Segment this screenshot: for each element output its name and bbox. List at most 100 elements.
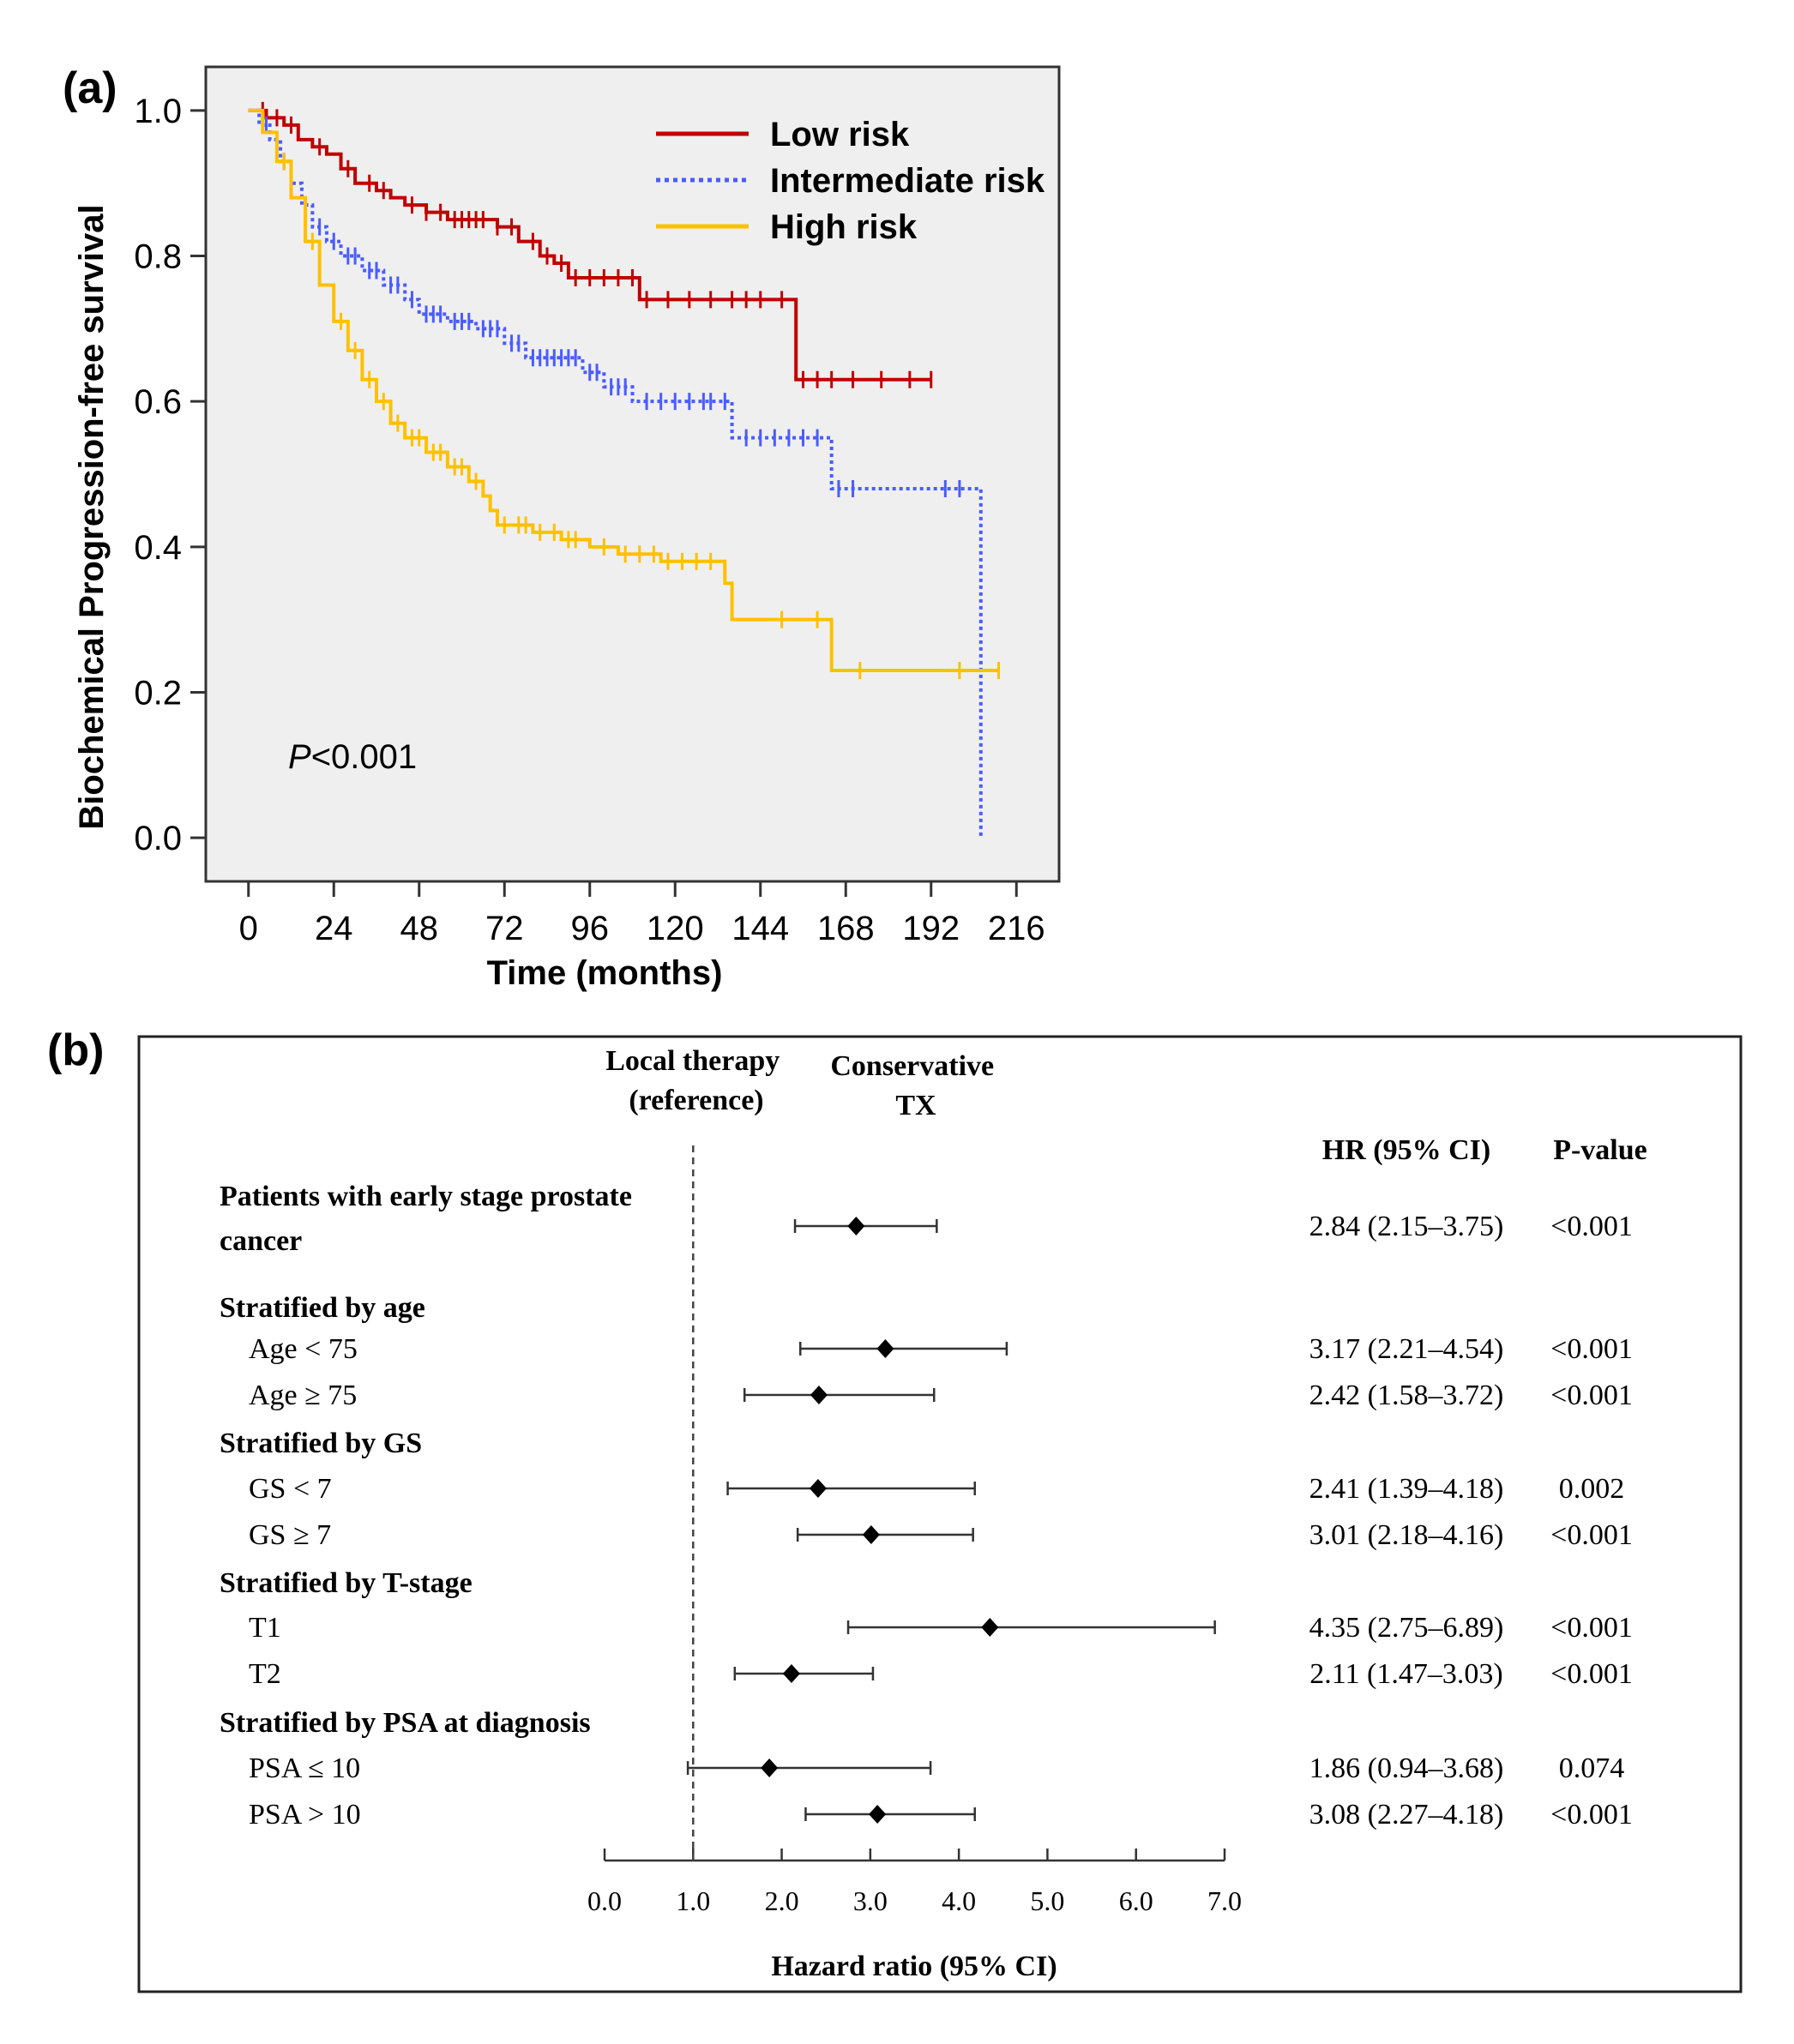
forest-hr-value: 3.01 (2.18–4.16) [1309, 1519, 1504, 1551]
forest-point-estimate [809, 1479, 827, 1498]
km-y-tick-label: 0.6 [134, 383, 182, 421]
forest-hr-value: 4.35 (2.75–6.89) [1309, 1612, 1504, 1644]
forest-row: GS ≥ 7 3.01 (2.18–4.16) <0.001 [249, 1519, 1633, 1551]
forest-hr-value: 2.84 (2.15–3.75) [1309, 1211, 1504, 1242]
forest-row: T2 2.11 (1.47–3.03) <0.001 [249, 1658, 1633, 1690]
km-series-high-risk [248, 108, 1001, 680]
forest-p-value: <0.001 [1550, 1380, 1633, 1411]
km-x-tick-label: 144 [731, 910, 789, 947]
panel-b-label: (b) [47, 1025, 104, 1075]
km-y-axis: 0.0 0.2 0.4 0.6 0.8 1.0 [134, 93, 206, 857]
forest-header-reference: Local therapy (reference) [605, 1045, 787, 1116]
forest-row: PSA ≤ 10 1.86 (0.94–3.68) 0.074 [249, 1752, 1624, 1784]
km-x-tick-label: 192 [902, 910, 960, 947]
forest-row-label: GS ≥ 7 [249, 1519, 331, 1551]
forest-row: GS < 7 2.41 (1.39–4.18) 0.002 [249, 1473, 1624, 1505]
forest-point-estimate [810, 1386, 828, 1404]
forest-tick-label: 5.0 [1030, 1885, 1064, 1916]
forest-group-title: Stratified by PSA at diagnosis [220, 1707, 591, 1739]
km-x-axis: 0 24 48 72 96 120 144 168 192 216 [239, 881, 1045, 947]
km-series-low-risk [248, 101, 933, 388]
forest-row-label: PSA > 10 [249, 1799, 361, 1831]
km-curve-line [248, 108, 983, 839]
km-x-tick-label: 216 [988, 910, 1045, 947]
forest-point-estimate [761, 1758, 779, 1777]
forest-group: Stratified by PSA at diagnosis PSA ≤ 10 1.… [220, 1707, 1633, 1831]
legend-label: Intermediate risk [770, 162, 1045, 200]
forest-tick-label: 6.0 [1119, 1885, 1153, 1916]
forest-group-title: cancer [220, 1225, 302, 1257]
forest-group-title: Stratified by T-stage [220, 1567, 473, 1599]
km-x-tick-label: 48 [400, 910, 439, 947]
forest-row: 2.84 (2.15–3.75) <0.001 [793, 1211, 1633, 1242]
forest-point-estimate [981, 1618, 999, 1637]
forest-group: Patients with early stage prostate cancer… [220, 1181, 1633, 1257]
km-y-tick-label: 1.0 [134, 93, 182, 130]
forest-x-axis-label: Hazard ratio (95% CI) [771, 1951, 1057, 1982]
legend-label: High risk [770, 208, 918, 246]
forest-p-value: <0.001 [1550, 1211, 1633, 1242]
km-x-tick-label: 72 [485, 910, 524, 947]
forest-tick-label: 4.0 [942, 1885, 976, 1916]
forest-group-title: Patients with early stage prostate [220, 1181, 632, 1212]
km-y-tick-label: 0.4 [134, 529, 182, 567]
forest-point-estimate [847, 1217, 865, 1235]
forest-p-value: <0.001 [1550, 1799, 1633, 1831]
km-y-tick-label: 0.0 [134, 820, 182, 857]
forest-header-conservative: Conservative TX [830, 1050, 1001, 1121]
km-x-tick-label: 0 [239, 910, 258, 947]
km-series-intermediate-risk [248, 108, 983, 839]
km-legend: Low risk Intermediate risk High risk [656, 116, 1045, 246]
forest-p-value: <0.001 [1550, 1612, 1633, 1644]
forest-point-estimate [869, 1805, 887, 1824]
forest-hr-value: 3.08 (2.27–4.18) [1309, 1799, 1504, 1831]
km-x-tick-label: 96 [571, 910, 610, 947]
forest-row-label: T1 [249, 1612, 281, 1644]
forest-point-estimate [862, 1525, 880, 1544]
forest-row-label: Age ≥ 75 [249, 1380, 357, 1411]
forest-point-estimate [782, 1664, 800, 1683]
forest-hr-value: 3.17 (2.21–4.54) [1309, 1333, 1504, 1365]
km-y-tick-label: 0.8 [134, 238, 182, 276]
forest-p-value: 0.002 [1559, 1473, 1625, 1505]
forest-p-value: 0.074 [1559, 1752, 1625, 1784]
forest-hr-value: 2.41 (1.39–4.18) [1309, 1473, 1504, 1505]
forest-row-label: PSA ≤ 10 [249, 1752, 360, 1784]
forest-col-hr-header: HR (95% CI) [1322, 1134, 1490, 1166]
forest-p-value: <0.001 [1550, 1333, 1633, 1365]
km-y-tick-label: 0.2 [134, 674, 182, 712]
forest-row: T1 4.35 (2.75–6.89) <0.001 [249, 1612, 1633, 1644]
km-y-axis-label: Biochemical Progression-free survival [73, 204, 111, 829]
forest-tick-label: 2.0 [765, 1885, 799, 1916]
forest-group: Stratified by T-stage T1 4.35 (2.75–6.89) <… [220, 1567, 1633, 1690]
forest-p-value: <0.001 [1550, 1519, 1633, 1551]
forest-group: Stratified by GS GS < 7 2.41 (1.39–4.18) 0.… [220, 1428, 1633, 1551]
panel-a-label: (a) [63, 63, 117, 113]
forest-col-p-header: P-value [1553, 1134, 1647, 1166]
km-x-tick-label: 168 [817, 910, 875, 947]
km-p-value: P<0.001 [288, 738, 417, 776]
forest-row: Age ≥ 75 2.42 (1.58–3.72) <0.001 [249, 1380, 1633, 1411]
forest-hr-value: 2.11 (1.47–3.03) [1309, 1658, 1502, 1690]
forest-tick-label: 7.0 [1207, 1885, 1242, 1916]
forest-row: PSA > 10 3.08 (2.27–4.18) <0.001 [249, 1799, 1633, 1831]
forest-row: Age < 75 3.17 (2.21–4.54) <0.001 [249, 1333, 1633, 1365]
km-plot-area [204, 65, 1061, 883]
forest-row-label: T2 [249, 1658, 281, 1690]
forest-frame [137, 1035, 1743, 1993]
forest-rows: Patients with early stage prostate cancer… [220, 1181, 1633, 1831]
forest-tick-label: 0.0 [587, 1885, 622, 1916]
forest-p-value: <0.001 [1550, 1658, 1633, 1690]
panel-b-forest-plot: (b) Local therapy (reference) Conservati… [47, 1025, 1743, 1993]
forest-row-label: GS < 7 [249, 1473, 332, 1505]
km-x-tick-label: 120 [647, 910, 704, 947]
km-x-tick-label: 24 [315, 910, 353, 947]
forest-group: Stratified by age Age < 75 3.17 (2.21–4.54… [220, 1292, 1633, 1411]
forest-tick-label: 3.0 [853, 1885, 888, 1916]
forest-row-label: Age < 75 [249, 1333, 358, 1365]
forest-point-estimate [876, 1339, 894, 1358]
forest-hr-value: 2.42 (1.58–3.72) [1309, 1380, 1504, 1411]
forest-x-axis: 0.0 1.0 2.0 3.0 4.0 5.0 6.0 7.0 [587, 1145, 1242, 1916]
km-curves [248, 101, 1001, 839]
